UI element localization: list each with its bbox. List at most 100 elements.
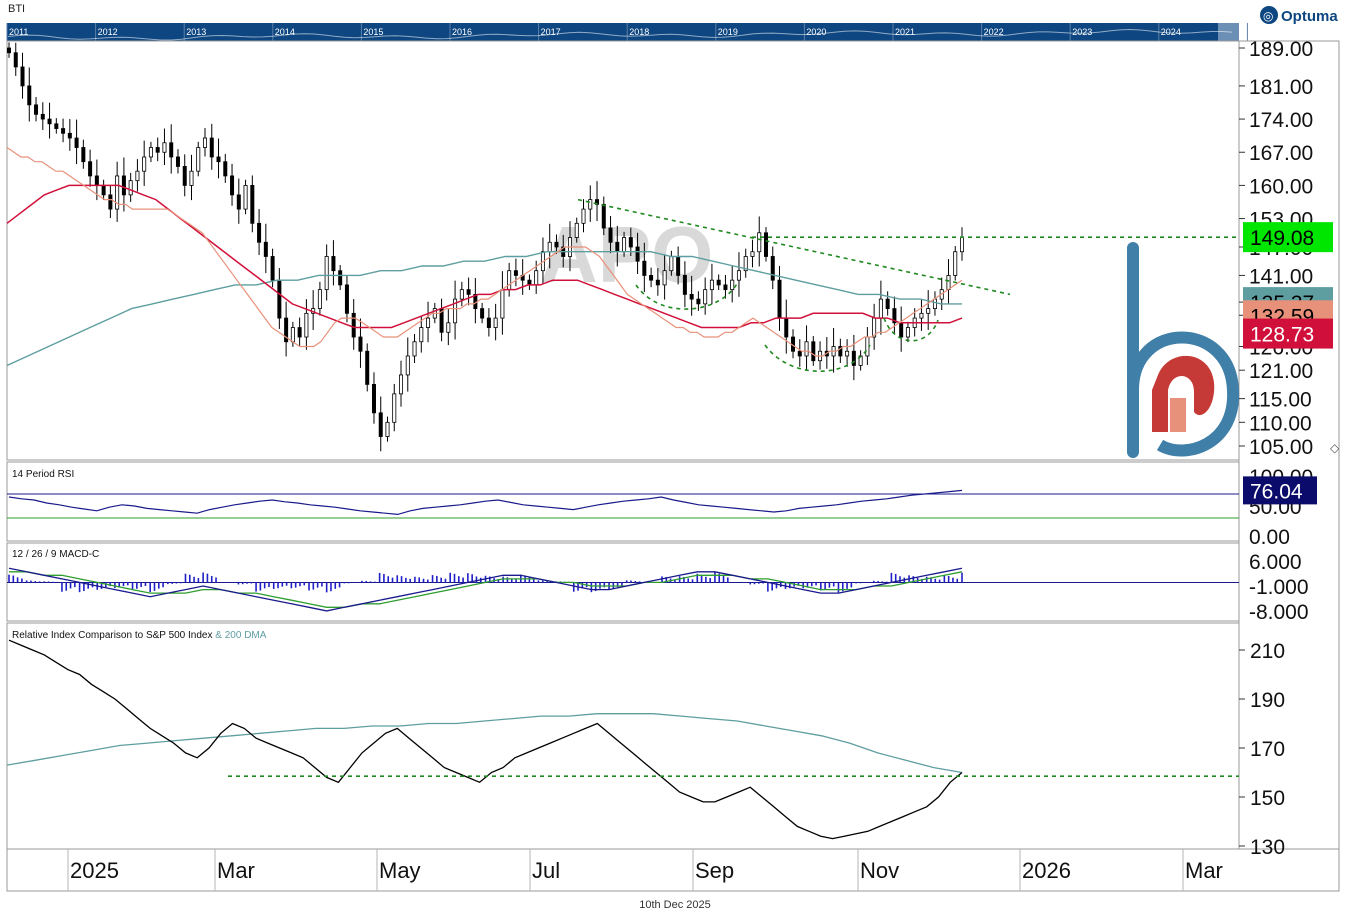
price-candle	[148, 147, 153, 158]
price-candle	[757, 232, 762, 253]
price-candle	[365, 350, 370, 385]
price-candle	[662, 270, 667, 286]
price-candle	[61, 128, 66, 134]
x-tick-label: 2025	[70, 858, 119, 883]
price-tick-label: 110.00	[1249, 412, 1312, 435]
price-candle	[960, 236, 965, 253]
overview-year-label: 2013	[186, 27, 206, 37]
overview-year-label: 2011	[9, 27, 28, 37]
last-value-label: 128.73	[1250, 324, 1314, 347]
price-tick-label: 160.00	[1249, 175, 1313, 198]
price-candle	[378, 412, 383, 437]
price-candle	[223, 161, 228, 177]
overview-year-label: 2019	[718, 27, 738, 37]
price-candle	[669, 256, 674, 272]
price-candle	[459, 289, 464, 300]
macd-tick-label: -1.000	[1249, 576, 1309, 599]
brand-logo[interactable]: ◎ Optuma	[1260, 6, 1338, 25]
price-candle	[54, 123, 59, 129]
price-candle	[155, 147, 160, 153]
rsi-line	[8, 489, 963, 516]
right-shoulder-arc	[883, 317, 939, 342]
macd-line	[8, 567, 963, 612]
price-candle	[635, 246, 640, 262]
macd-panel[interactable]: 12 / 26 / 9 MACD-C	[7, 549, 1239, 612]
price-candle	[851, 350, 856, 366]
price-candle	[622, 237, 627, 253]
price-candle	[554, 241, 559, 248]
price-candle	[243, 185, 248, 210]
price-candle	[284, 317, 289, 343]
x-tick-label: Mar	[1185, 858, 1223, 883]
overview-year-label: 2017	[541, 27, 561, 37]
rsi-tick-label: 0.00	[1249, 526, 1290, 549]
last-value-badge	[1243, 318, 1333, 349]
price-candle	[615, 241, 620, 253]
y-axis: 189.00181.00174.00167.00160.00153.00147.…	[1239, 38, 1333, 859]
price-candle	[534, 270, 539, 286]
overview-year-label: 2025	[1249, 27, 1269, 37]
price-candle	[453, 298, 458, 324]
price-candle	[344, 284, 349, 314]
brand-name: Optuma	[1281, 8, 1338, 25]
price-candle	[926, 308, 931, 314]
scale-handle-icon[interactable]: ◇	[1330, 441, 1340, 455]
overview-year-label: 2024	[1161, 27, 1181, 37]
price-candle	[263, 241, 268, 257]
overview-year-label: 2022	[984, 27, 1004, 37]
svg-text:◎: ◎	[1263, 9, 1273, 23]
overview-year-label: 2020	[806, 27, 826, 37]
price-candle	[196, 147, 201, 172]
overview-year-label: 2021	[895, 27, 915, 37]
price-candle	[290, 327, 295, 343]
overview-year-label: 2012	[98, 27, 118, 37]
overview-years: 2011 2012 2013 2014 2015 2016 2017 2018 2019 2020…	[6, 23, 1269, 41]
price-tick-label: 105.00	[1249, 436, 1313, 459]
overview-strip[interactable]	[7, 23, 1239, 41]
price-panel[interactable]	[6, 42, 1239, 452]
ma-mid-line	[6, 184, 963, 329]
price-candle	[317, 289, 322, 309]
price-candle	[770, 256, 775, 281]
price-candle	[399, 374, 404, 395]
price-candle	[946, 275, 951, 291]
x-tick-label: Mar	[217, 858, 255, 883]
price-candle	[493, 317, 498, 328]
relative-subtitle: & 200 DMA	[215, 630, 266, 641]
relative-panel[interactable]: Relative Index Comparison to S&P 500 Ind…	[6, 630, 1239, 840]
price-candle	[108, 194, 113, 210]
price-candle	[601, 203, 606, 229]
overview-year-label: 2018	[629, 27, 649, 37]
price-candle	[628, 237, 633, 248]
price-candle	[135, 170, 140, 182]
price-candle	[777, 279, 782, 319]
price-candle	[121, 175, 126, 196]
price-candle	[216, 156, 221, 163]
last-value-label: 149.08	[1250, 227, 1314, 250]
price-candle	[507, 270, 512, 291]
price-candle	[94, 175, 99, 186]
price-candle	[175, 156, 180, 167]
price-candle	[709, 279, 714, 291]
rsi-panel[interactable]: 14 Period RSI	[7, 469, 1239, 519]
overview-year-label: 2023	[1072, 27, 1092, 37]
price-candle	[689, 293, 694, 300]
last-value-badge	[1243, 222, 1333, 253]
price-candle	[588, 199, 593, 210]
price-candle	[189, 170, 194, 186]
overview-price-line	[7, 28, 1233, 41]
relative-tick-label: 150	[1250, 787, 1285, 810]
price-candle	[257, 222, 262, 243]
price-candle	[905, 327, 910, 338]
price-candle	[838, 346, 843, 357]
price-candle	[7, 47, 12, 54]
price-candle	[486, 317, 491, 328]
price-candle	[919, 312, 924, 319]
price-candle	[797, 350, 802, 357]
x-tick-label: Nov	[860, 858, 899, 883]
price-candle	[351, 312, 356, 338]
price-candle	[358, 336, 363, 352]
price-candle	[953, 251, 958, 276]
price-candle	[270, 256, 275, 281]
